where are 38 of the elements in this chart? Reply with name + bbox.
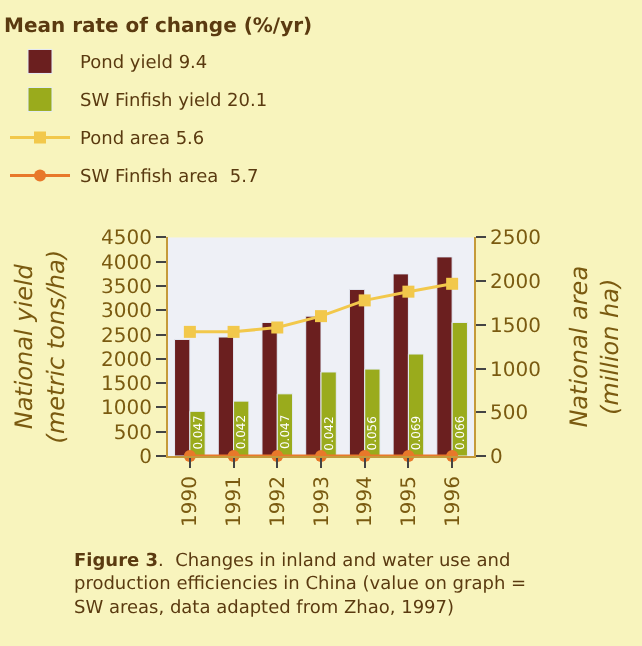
y-tick-label: 4000 [101,252,152,275]
y-tick-label: 2500 [101,325,152,348]
point [446,277,459,290]
legend-title: Mean rate of change (%/yr) [4,16,313,39]
y-tick-label: 0 [139,447,152,469]
point [315,310,327,323]
point [271,321,284,334]
x-tick-label: 1992 [267,476,290,527]
y2-tick-label: 2500 [490,228,541,251]
point [358,294,371,307]
legend-label: SW Finfish area 5.7 [80,168,259,189]
x-tick-label: 1995 [398,476,421,527]
y2-tick-label: 0 [490,447,503,469]
legend-label: SW Finfish yield 20.1 [80,92,268,113]
point [402,285,415,298]
y-tick-label: 1500 [101,374,152,397]
y2-tick-label: 2000 [490,272,541,295]
x-tick-label: 1993 [311,476,334,527]
x-tick-label: 1991 [224,476,247,527]
legend-label: Pond area 5.6 [80,130,205,151]
y-tick-label: 500 [113,422,152,445]
x-tick-label: 1990 [180,476,203,527]
text: Figure 3. Changes in inland and water use and production efficiencies in China (value on graph = SW areas, data adapted from Zhao, 1997) [74,552,527,619]
y2-tick-label: 500 [490,403,529,426]
y-tick-label: 2000 [101,349,152,372]
y-axis-title: National yield (metric tons/ha) [10,250,70,444]
x-tick-label: 1996 [442,476,465,527]
y2-tick-label: 1500 [490,315,541,338]
x-tick-label: 1994 [355,476,378,527]
point [183,325,196,338]
y2-tick-label: 1000 [490,359,541,382]
y-tick-label: 4500 [101,228,152,251]
y2-axis-title: National area (million ha) [564,265,624,428]
y-tick-label: 1000 [101,398,152,421]
y-tick-label: 3000 [101,301,152,324]
legend-label: Pond yield 9.4 [80,54,208,75]
point [227,325,240,338]
y-tick-label: 3500 [101,277,152,300]
